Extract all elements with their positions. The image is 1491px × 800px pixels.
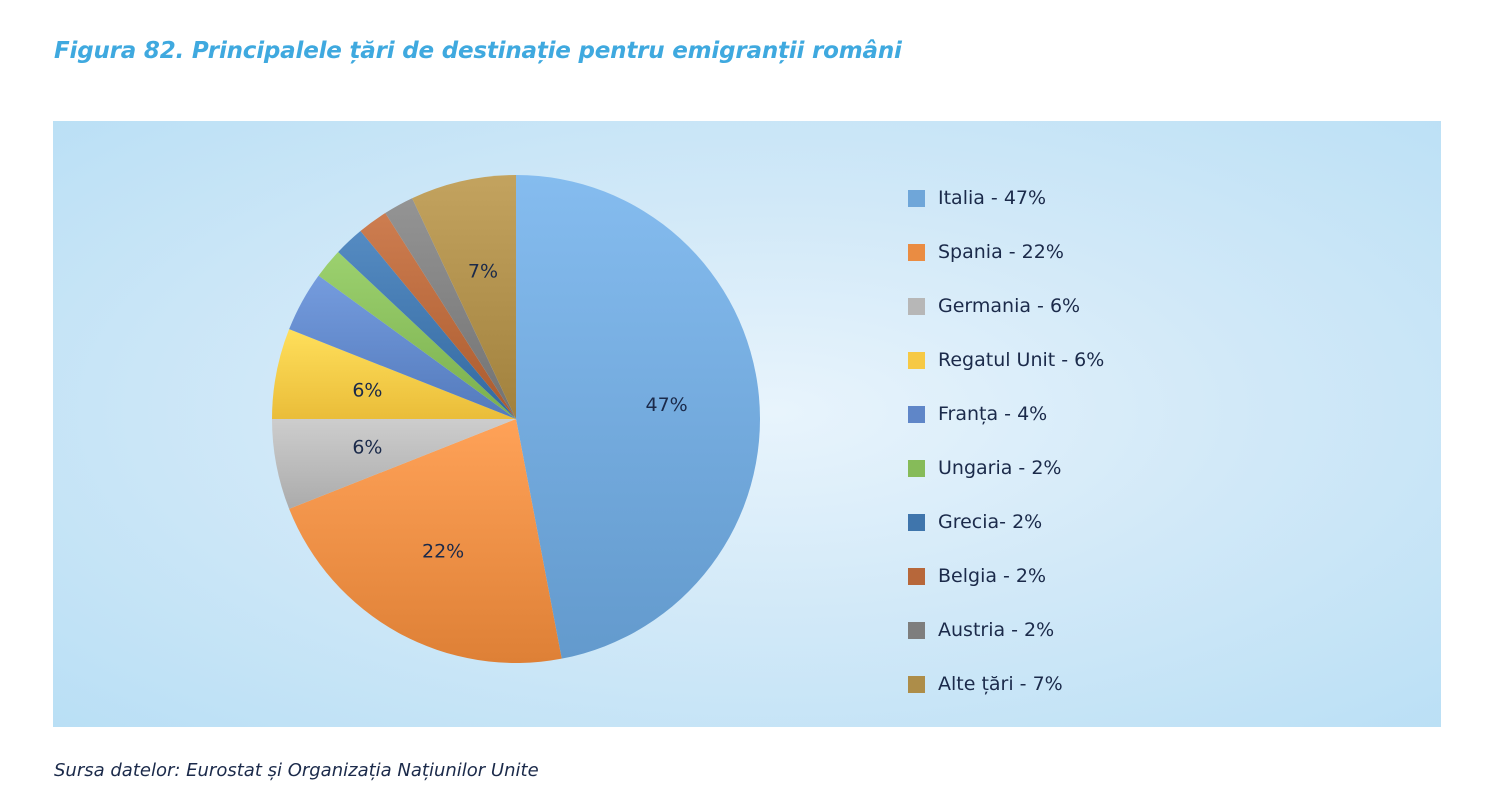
legend-item: Spania - 22% [908,238,1064,266]
legend-swatch [908,567,925,585]
figure-title: Figura 82. Principalele țări de destinaț… [54,38,902,64]
pie-slice-ungaria [318,251,516,419]
legend-item: Belgia - 2% [908,562,1046,590]
legend-label: Germania - 6% [938,295,1081,317]
legend-item: Italia - 47% [908,184,1046,212]
legend-label: Ungaria - 2% [938,457,1062,479]
legend-label: Italia - 47% [938,187,1047,209]
legend-label: Spania - 22% [938,241,1064,263]
legend-item: Franța - 4% [908,400,1047,428]
legend-swatch [908,513,925,531]
pie-slice-alte-țări [412,175,516,419]
pie-data-label: 6% [352,380,382,402]
pie-data-label: 22% [422,541,464,563]
legend-label: Austria - 2% [938,619,1055,641]
legend-swatch [908,243,925,261]
legend-item: Grecia- 2% [908,508,1042,536]
legend-label: Alte țări - 7% [938,673,1063,695]
pie-data-label: 7% [468,260,498,282]
pie-data-label: 6% [352,436,382,458]
pie-data-label: 47% [645,394,687,416]
pie-data-labels: 47% 22% 6% 6% 7% [352,260,687,562]
legend-label: Belgia - 2% [938,565,1047,587]
legend-label: Regatul Unit - 6% [938,349,1105,371]
pie-slice-franța [289,275,516,419]
legend-item: Regatul Unit - 6% [908,346,1104,374]
legend-item: Austria - 2% [908,616,1054,644]
legend-item: Ungaria - 2% [908,454,1061,482]
pie-slice-germania [272,419,516,509]
pie-slice-regatul-unit [272,329,516,419]
pie-slices [272,175,761,663]
legend-item: Germania - 6% [908,292,1080,320]
pie-slice-grecia [338,230,516,419]
legend-swatch [908,459,925,477]
legend-item: Alte țări - 7% [908,670,1063,698]
pie-slice-belgia [360,212,516,419]
legend-label: Franța - 4% [938,403,1048,425]
legend-swatch [908,297,925,315]
legend-swatch [908,351,925,369]
legend-swatch [908,189,925,207]
legend-swatch [908,405,925,423]
pie-slice-spania [289,419,562,663]
pie-slice-italia [516,175,761,659]
legend-label: Grecia- 2% [938,511,1043,533]
pie-chart: 47% 22% 6% 6% 7% [272,175,761,663]
legend-swatch [908,675,925,693]
pie-slice-austria [385,198,516,419]
legend-swatch [908,621,925,639]
chart-panel: 47% 22% 6% 6% 7% Italia - 47% Spania - 22% G… [53,121,1441,727]
source-note: Sursa datelor: Eurostat și Organizația N… [54,760,539,781]
